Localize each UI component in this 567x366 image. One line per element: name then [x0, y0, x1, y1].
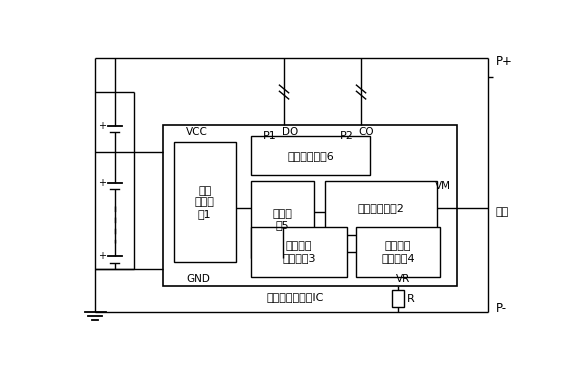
Text: +: +	[98, 178, 105, 188]
Bar	[392, 290, 404, 307]
Text: 输出: 输出	[496, 207, 509, 217]
Text: 多节锂电池保护IC: 多节锂电池保护IC	[266, 292, 324, 302]
Text: 逻辑控制电路6: 逻辑控制电路6	[287, 150, 334, 161]
Text: CO: CO	[359, 127, 374, 138]
Bar	[251, 227, 347, 277]
Text: GND: GND	[186, 274, 210, 284]
Text: R: R	[407, 294, 414, 304]
Text: 电压可调
控制电路4: 电压可调 控制电路4	[381, 242, 415, 263]
Bar	[325, 181, 437, 235]
Text: 电压
采样电
路1: 电压 采样电 路1	[195, 186, 215, 219]
Bar	[356, 227, 441, 277]
Text: P-: P-	[496, 302, 507, 314]
Text: DO: DO	[282, 127, 298, 138]
Text: 基准电流
产生电路3: 基准电流 产生电路3	[282, 242, 316, 263]
Bar	[251, 181, 314, 258]
Text: 电压采样电路2: 电压采样电路2	[357, 203, 404, 213]
Text: VM: VM	[435, 182, 451, 191]
Bar	[174, 142, 235, 262]
Text: VCC: VCC	[186, 127, 208, 138]
Text: P1: P1	[263, 131, 277, 141]
Text: 比较电
路5: 比较电 路5	[273, 209, 293, 230]
Text: +: +	[98, 251, 105, 261]
Bar	[163, 125, 458, 287]
Bar	[251, 136, 370, 175]
Text: P2: P2	[340, 131, 354, 141]
Text: +: +	[98, 120, 105, 131]
Text: P+: P+	[496, 55, 513, 68]
Text: VR: VR	[396, 274, 411, 284]
